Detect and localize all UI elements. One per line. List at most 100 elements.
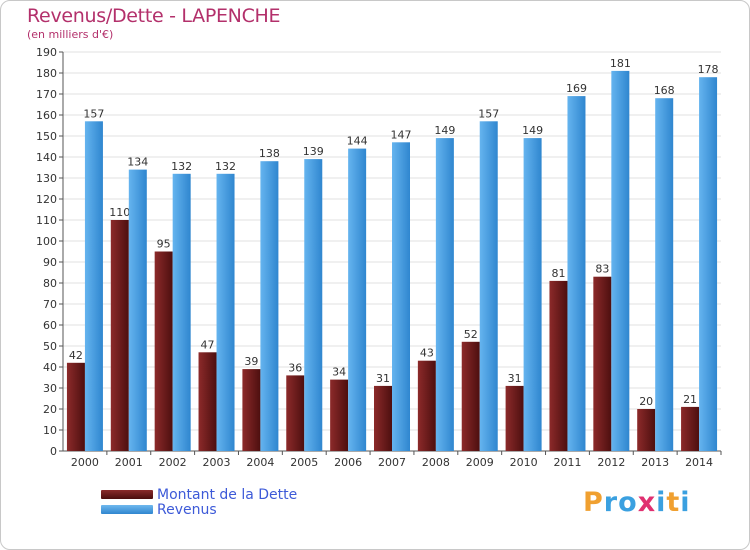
bar-revenus <box>172 173 191 452</box>
legend-label-revenus: Revenus <box>157 501 217 518</box>
x-tick-label: 2002 <box>159 456 187 469</box>
data-label: 157 <box>83 107 104 120</box>
x-tick-label: 2004 <box>246 456 274 469</box>
bar-dette <box>593 276 612 451</box>
y-tick-label: 160 <box>36 109 57 122</box>
data-label: 34 <box>332 366 346 379</box>
data-label: 147 <box>391 128 412 141</box>
y-tick-label: 10 <box>43 424 57 437</box>
data-label: 139 <box>303 145 324 158</box>
bar-revenus <box>655 98 674 451</box>
data-label: 169 <box>566 82 587 95</box>
y-tick-label: 140 <box>36 151 57 164</box>
bar-revenus <box>216 173 235 452</box>
bar-dette <box>461 341 480 451</box>
logo-letter: x <box>637 487 657 518</box>
data-label: 110 <box>109 206 130 219</box>
data-label: 178 <box>698 63 719 76</box>
data-label: 21 <box>683 393 697 406</box>
y-tick-label: 130 <box>36 172 57 185</box>
bar-revenus <box>435 138 454 451</box>
y-tick-label: 110 <box>36 214 57 227</box>
x-tick-label: 2000 <box>71 456 99 469</box>
chart-title: Revenus/Dette - LAPENCHE <box>27 5 281 27</box>
logo-letter: i <box>656 487 667 518</box>
logo-letter: r <box>603 487 619 518</box>
data-label: 39 <box>244 355 258 368</box>
legend: Montant de la Dette Revenus <box>101 486 298 518</box>
bar-dette <box>110 220 129 451</box>
y-tick-label: 40 <box>43 361 57 374</box>
data-label: 47 <box>201 338 215 351</box>
y-tick-label: 180 <box>36 67 57 80</box>
data-label: 144 <box>347 135 368 148</box>
data-label: 168 <box>654 84 675 97</box>
chart-subtitle: (en milliers d'€) <box>27 28 114 41</box>
proxiti-logo: Proxiti <box>583 487 691 518</box>
y-tick-label: 90 <box>43 256 57 269</box>
y-tick-label: 0 <box>50 445 57 458</box>
legend-item-dette: Montant de la Dette <box>101 486 298 503</box>
x-tick-label: 2011 <box>553 456 581 469</box>
data-label: 42 <box>69 349 83 362</box>
bar-dette <box>681 406 700 451</box>
data-label: 83 <box>595 263 609 276</box>
data-label: 149 <box>434 124 455 137</box>
y-tick-label: 20 <box>43 403 57 416</box>
logo-letter: i <box>680 487 691 518</box>
x-tick-label: 2012 <box>597 456 625 469</box>
bar-dette <box>549 280 568 451</box>
y-tick-label: 30 <box>43 382 57 395</box>
x-tick-label: 2014 <box>685 456 713 469</box>
y-tick-label: 50 <box>43 340 57 353</box>
x-tick-label: 2007 <box>378 456 406 469</box>
logo-letter: t <box>666 487 681 518</box>
y-tick-label: 70 <box>43 298 57 311</box>
logo-letter: o <box>618 487 638 518</box>
data-label: 157 <box>478 107 499 120</box>
x-tick-label: 2006 <box>334 456 362 469</box>
bar-dette <box>198 352 217 451</box>
data-label: 181 <box>610 57 631 70</box>
x-tick-label: 2008 <box>422 456 450 469</box>
data-label: 52 <box>464 328 478 341</box>
legend-label-dette: Montant de la Dette <box>157 486 298 503</box>
data-label: 31 <box>508 372 522 385</box>
data-label: 81 <box>551 267 565 280</box>
data-label: 138 <box>259 147 280 160</box>
legend-swatch-revenus <box>101 505 153 514</box>
data-label: 36 <box>288 361 302 374</box>
data-label: 132 <box>171 160 192 173</box>
data-label: 20 <box>639 395 653 408</box>
x-tick-label: 2010 <box>510 456 538 469</box>
data-label: 31 <box>376 372 390 385</box>
bar-dette <box>330 379 349 451</box>
data-label: 149 <box>522 124 543 137</box>
data-label: 43 <box>420 347 434 360</box>
x-tick-label: 2001 <box>115 456 143 469</box>
bar-revenus <box>304 159 323 451</box>
bar-dette <box>66 362 85 451</box>
bar-dette <box>374 385 392 451</box>
y-tick-label: 150 <box>36 130 57 143</box>
y-tick-label: 80 <box>43 277 57 290</box>
bar-dette <box>505 385 524 451</box>
x-tick-label: 2009 <box>466 456 494 469</box>
data-label: 95 <box>157 238 171 251</box>
legend-item-revenus: Revenus <box>101 501 297 518</box>
bar-dette <box>286 375 305 451</box>
bar-revenus <box>348 148 367 451</box>
x-tick-label: 2005 <box>290 456 318 469</box>
bar-revenus <box>260 161 279 451</box>
legend-swatch-dette <box>101 490 153 499</box>
x-tick-label: 2003 <box>203 456 231 469</box>
bar-revenus <box>567 96 586 451</box>
data-label: 134 <box>127 156 148 169</box>
y-tick-label: 170 <box>36 88 57 101</box>
bar-revenus <box>128 169 147 451</box>
data-label: 132 <box>215 160 236 173</box>
bar-revenus <box>523 138 542 451</box>
bar-dette <box>417 360 436 451</box>
y-tick-label: 120 <box>36 193 57 206</box>
